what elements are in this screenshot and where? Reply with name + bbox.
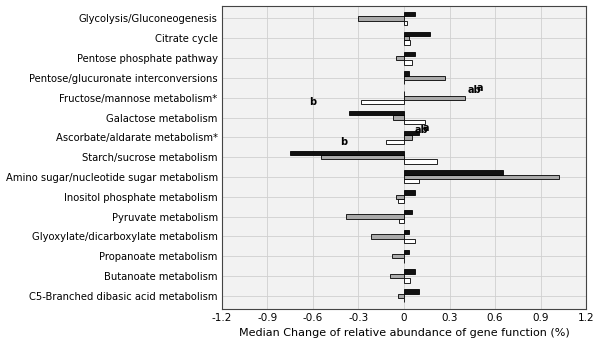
Bar xyxy=(404,289,419,294)
Bar xyxy=(371,234,404,239)
Bar xyxy=(398,294,404,298)
Bar xyxy=(404,135,412,140)
Bar xyxy=(404,210,412,214)
Bar xyxy=(398,199,404,203)
Bar xyxy=(358,16,404,21)
Bar xyxy=(404,159,437,164)
Bar xyxy=(404,60,412,65)
Text: a: a xyxy=(477,83,484,93)
Bar xyxy=(391,274,404,278)
Bar xyxy=(404,21,407,25)
Bar xyxy=(392,254,404,258)
X-axis label: Median Change of relative abundance of gene function (%): Median Change of relative abundance of g… xyxy=(239,329,569,338)
Bar xyxy=(404,179,419,183)
Bar xyxy=(397,56,404,60)
Bar xyxy=(404,131,419,135)
Bar xyxy=(386,140,404,144)
Bar xyxy=(349,111,404,115)
Bar xyxy=(346,214,404,219)
Bar xyxy=(404,269,415,274)
Text: b: b xyxy=(310,97,316,107)
Text: ab: ab xyxy=(468,85,481,95)
Bar xyxy=(404,170,503,175)
Bar xyxy=(290,151,404,155)
Bar xyxy=(404,250,409,254)
Bar xyxy=(404,190,415,195)
Bar xyxy=(361,100,404,104)
Bar xyxy=(404,32,430,36)
Bar xyxy=(404,41,410,45)
Bar xyxy=(404,76,445,80)
Bar xyxy=(404,278,410,282)
Bar xyxy=(404,230,409,234)
Bar xyxy=(320,155,404,159)
Bar xyxy=(404,175,559,179)
Text: a: a xyxy=(422,122,429,132)
Bar xyxy=(397,195,404,199)
Text: ab: ab xyxy=(415,125,428,135)
Bar xyxy=(404,96,465,100)
Bar xyxy=(404,239,415,243)
Bar xyxy=(394,115,404,120)
Text: b: b xyxy=(340,137,347,147)
Bar xyxy=(404,36,409,41)
Bar xyxy=(404,52,415,56)
Bar xyxy=(404,71,409,76)
Bar xyxy=(404,12,415,16)
Bar xyxy=(404,120,425,124)
Bar xyxy=(400,219,404,223)
